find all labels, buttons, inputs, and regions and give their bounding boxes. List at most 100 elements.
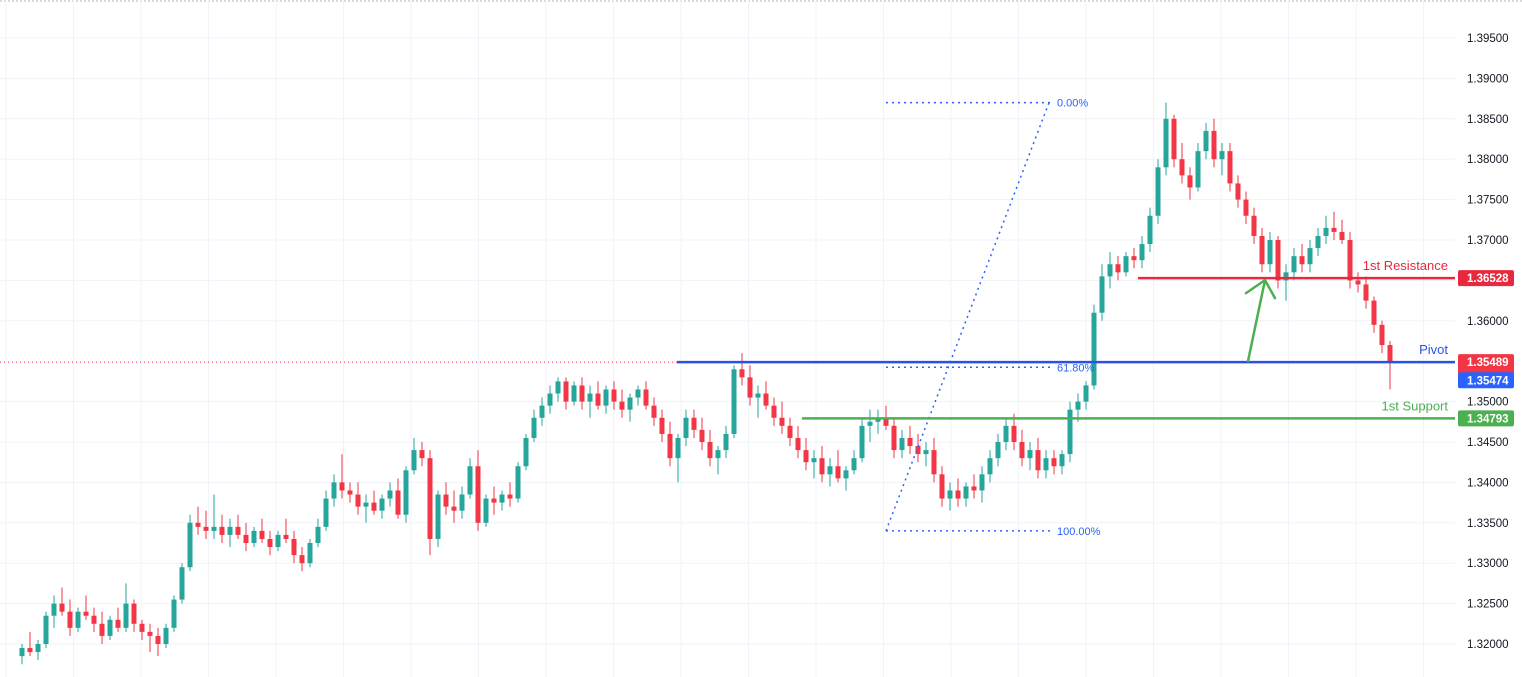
- candle-body: [187, 522, 193, 568]
- candle-body: [923, 450, 929, 455]
- y-tick-label: 1.35000: [1467, 397, 1509, 409]
- arrow-head[interactable]: [1244, 278, 1277, 300]
- candle-body: [83, 611, 89, 616]
- candle-body: [875, 417, 881, 422]
- candle-body: [555, 381, 561, 394]
- candle-body: [155, 635, 161, 644]
- candle-body: [75, 611, 81, 628]
- y-tick-label: 1.39500: [1467, 33, 1509, 45]
- candle-body: [1107, 264, 1113, 277]
- candle-body: [267, 538, 273, 548]
- candle-body: [739, 369, 745, 378]
- candle-body: [315, 526, 321, 543]
- fib-level-label: 100.00%: [1057, 526, 1101, 538]
- y-tick-label: 1.34500: [1467, 437, 1509, 449]
- candle-body: [883, 417, 889, 426]
- candle-body: [283, 534, 289, 539]
- candle-body: [771, 405, 777, 418]
- candle-body: [259, 530, 265, 539]
- candle-body: [683, 417, 689, 438]
- y-tick-label: 1.34000: [1467, 477, 1509, 489]
- candle-body: [907, 437, 913, 447]
- candle-body: [723, 433, 729, 451]
- candle-body: [1163, 118, 1169, 168]
- candle-body: [1243, 199, 1249, 216]
- candle-body: [659, 417, 665, 434]
- candle-body: [763, 393, 769, 406]
- y-tick-label: 1.37500: [1467, 195, 1509, 207]
- candle-body: [691, 417, 697, 430]
- bid-price-tag: [1458, 372, 1514, 389]
- arrow-shaft[interactable]: [1246, 278, 1267, 363]
- candle-body: [339, 482, 345, 491]
- candle-body: [643, 389, 649, 406]
- candle-body: [931, 450, 937, 475]
- candle-body: [571, 385, 577, 402]
- fib-trend-line[interactable]: [885, 102, 1050, 532]
- candle-body: [1299, 256, 1305, 265]
- candle-body: [811, 458, 817, 463]
- candle-body: [475, 466, 481, 523]
- candle-body: [323, 498, 329, 527]
- candle-body: [427, 458, 433, 539]
- candle-body: [1203, 130, 1209, 152]
- candle-body: [699, 429, 705, 442]
- level-name-label: Pivot: [1419, 342, 1448, 357]
- candle-body: [707, 442, 713, 459]
- y-tick-label: 1.36000: [1467, 316, 1509, 328]
- candles: [19, 102, 1393, 665]
- candle-body: [891, 425, 897, 451]
- candle-body: [1171, 118, 1177, 160]
- candle-body: [1363, 284, 1369, 301]
- level-lines[interactable]: 1st Resistance Pivot 1st Support: [0, 258, 1455, 420]
- candle-body: [1211, 130, 1217, 160]
- candle-body: [299, 555, 305, 564]
- projection-arrow[interactable]: [1244, 278, 1277, 363]
- candle-body: [443, 494, 449, 507]
- candle-body: [523, 437, 529, 467]
- candle-body: [1051, 458, 1057, 467]
- y-tick-label: 1.38000: [1467, 154, 1509, 166]
- candle-body: [1291, 256, 1297, 273]
- candle-body: [851, 458, 857, 471]
- candle-body: [715, 450, 721, 459]
- candle-body: [291, 538, 297, 556]
- candle-body: [635, 389, 641, 398]
- candle-body: [355, 494, 361, 507]
- candle-body: [1043, 458, 1049, 471]
- price-axis[interactable]: 1.39500 1.39000 1.38500 1.38000 1.37500 1.370…: [1467, 33, 1509, 651]
- candle-body: [619, 401, 625, 410]
- candle-body: [211, 526, 217, 531]
- candle-body: [1187, 175, 1193, 188]
- candle-body: [307, 543, 313, 564]
- y-tick-label: 1.39000: [1467, 73, 1509, 85]
- candle-body: [51, 603, 57, 616]
- candle-body: [731, 369, 737, 434]
- candle-body: [1139, 244, 1145, 261]
- candle-body: [1035, 450, 1041, 471]
- candle-body: [1123, 256, 1129, 273]
- candle-body: [1379, 324, 1385, 346]
- candle-body: [1315, 235, 1321, 249]
- candle-body: [35, 644, 41, 653]
- resistance-price-tag: [1458, 270, 1514, 287]
- candle-body: [1307, 248, 1313, 265]
- candle-body: [59, 603, 65, 612]
- candle-body: [1115, 264, 1121, 273]
- candle-body: [195, 522, 201, 527]
- candle-body: [483, 498, 489, 523]
- candle-body: [539, 405, 545, 418]
- candle-body: [251, 530, 257, 543]
- candle-body: [859, 425, 865, 459]
- candle-body: [1227, 151, 1233, 184]
- candle-body: [235, 526, 241, 535]
- y-tick-label: 1.33500: [1467, 518, 1509, 530]
- candle-body: [203, 526, 209, 531]
- candle-body: [867, 421, 873, 426]
- candle-body: [1027, 450, 1033, 459]
- candle-body: [835, 466, 841, 479]
- fibonacci-retracement[interactable]: 0.00% 61.80% 100.00%: [885, 98, 1101, 538]
- y-tick-label: 1.32000: [1467, 639, 1509, 651]
